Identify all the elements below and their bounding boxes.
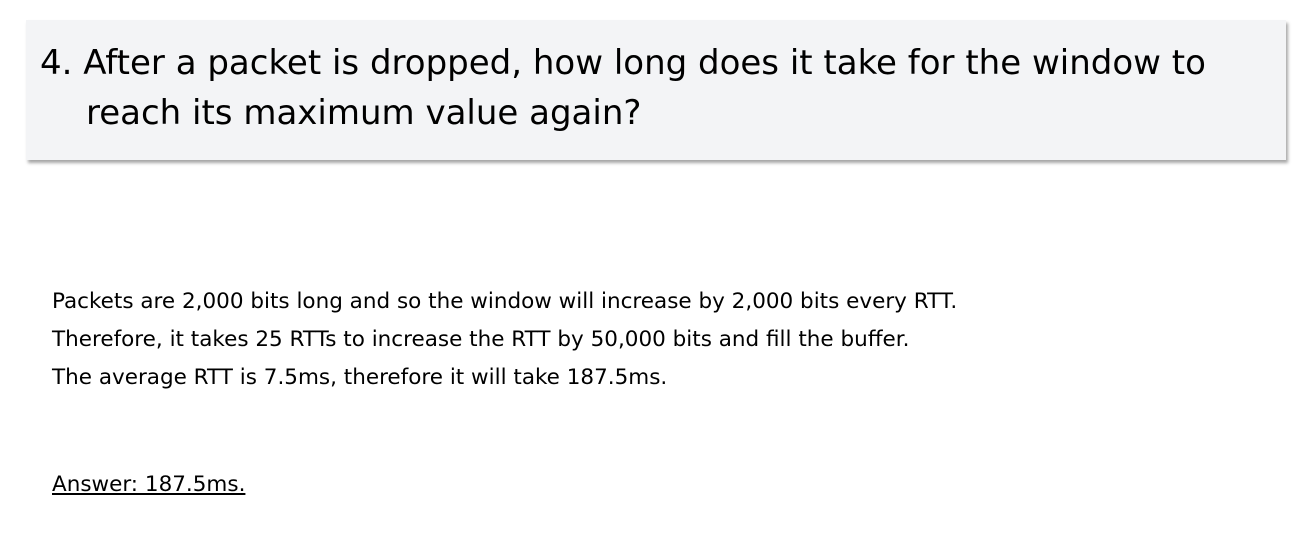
explanation-line: Packets are 2,000 bits long and so the w…	[52, 289, 958, 314]
answer-text: Answer: 187.5ms.	[52, 472, 246, 497]
explanation-line: Therefore, it takes 25 RTTs to increase …	[52, 327, 910, 352]
question-title: 4. After a packet is dropped, how long d…	[40, 43, 1206, 133]
question-box: 4. After a packet is dropped, how long d…	[26, 20, 1286, 160]
explanation-text: Packets are 2,000 bits long and so the w…	[52, 283, 1302, 397]
explanation-line: The average RTT is 7.5ms, therefore it w…	[52, 365, 668, 390]
